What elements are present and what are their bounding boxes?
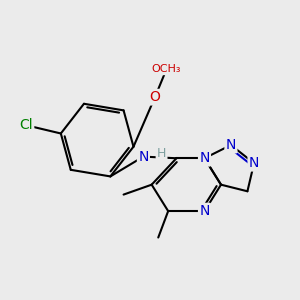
Text: H: H: [157, 147, 166, 160]
Text: N: N: [199, 204, 210, 218]
Text: Cl: Cl: [19, 118, 33, 132]
Text: O: O: [149, 90, 161, 104]
Text: N: N: [138, 150, 148, 164]
Text: OCH₃: OCH₃: [152, 64, 181, 74]
Text: N: N: [226, 138, 236, 152]
Text: N: N: [199, 151, 210, 165]
Text: N: N: [249, 156, 259, 170]
